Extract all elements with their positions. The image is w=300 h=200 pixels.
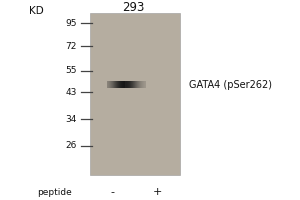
Bar — [145, 81, 146, 88]
Bar — [121, 81, 122, 88]
Bar — [114, 81, 115, 88]
Bar — [117, 81, 118, 88]
Bar — [113, 81, 114, 88]
Bar — [108, 81, 109, 88]
Bar — [123, 81, 124, 88]
Bar — [137, 81, 138, 88]
Bar — [111, 81, 112, 88]
Bar — [135, 81, 136, 88]
Bar — [90, 13, 180, 175]
Bar — [107, 81, 108, 88]
Bar — [131, 81, 132, 88]
Bar — [132, 81, 133, 88]
Bar — [134, 81, 135, 88]
Bar — [112, 81, 113, 88]
Bar — [142, 81, 143, 88]
Bar — [126, 81, 127, 88]
Bar — [117, 81, 118, 88]
Bar — [129, 81, 130, 88]
Bar — [120, 81, 121, 88]
Bar — [121, 81, 122, 88]
Bar — [143, 81, 144, 88]
Bar — [126, 81, 127, 88]
Bar — [114, 81, 115, 88]
Text: GATA4 (pSer262): GATA4 (pSer262) — [189, 80, 272, 90]
Text: peptide: peptide — [37, 188, 71, 197]
Bar — [144, 81, 145, 88]
Bar — [118, 81, 119, 88]
Text: 293: 293 — [122, 1, 145, 14]
Bar — [142, 81, 143, 88]
Bar — [127, 81, 128, 88]
Bar — [120, 81, 121, 88]
Bar — [119, 81, 120, 88]
Bar — [110, 81, 111, 88]
Text: 26: 26 — [65, 141, 76, 150]
Text: +: + — [153, 187, 162, 197]
Text: KD: KD — [28, 6, 44, 16]
Bar — [119, 81, 120, 88]
Bar — [125, 81, 126, 88]
Bar — [138, 81, 139, 88]
Bar — [112, 81, 113, 88]
Bar — [113, 81, 114, 88]
Text: 95: 95 — [65, 19, 76, 28]
Bar — [109, 81, 110, 88]
Text: 43: 43 — [65, 88, 76, 97]
Bar — [141, 81, 142, 88]
Bar — [115, 81, 116, 88]
Text: 55: 55 — [65, 66, 76, 75]
Bar — [139, 81, 140, 88]
Bar — [122, 81, 123, 88]
Bar — [128, 81, 129, 88]
Bar — [124, 81, 125, 88]
Bar — [116, 81, 117, 88]
Bar — [133, 81, 134, 88]
Bar — [143, 81, 144, 88]
Bar — [136, 81, 137, 88]
Text: 34: 34 — [65, 115, 76, 124]
Text: 72: 72 — [65, 42, 76, 51]
Bar — [133, 81, 134, 88]
Bar — [111, 81, 112, 88]
Bar — [130, 81, 131, 88]
Bar — [110, 81, 111, 88]
Bar — [136, 81, 137, 88]
Bar — [116, 81, 117, 88]
Bar — [123, 81, 124, 88]
Text: -: - — [110, 187, 115, 197]
Bar — [106, 81, 107, 88]
Bar — [127, 81, 128, 88]
Bar — [140, 81, 141, 88]
Bar — [107, 81, 108, 88]
